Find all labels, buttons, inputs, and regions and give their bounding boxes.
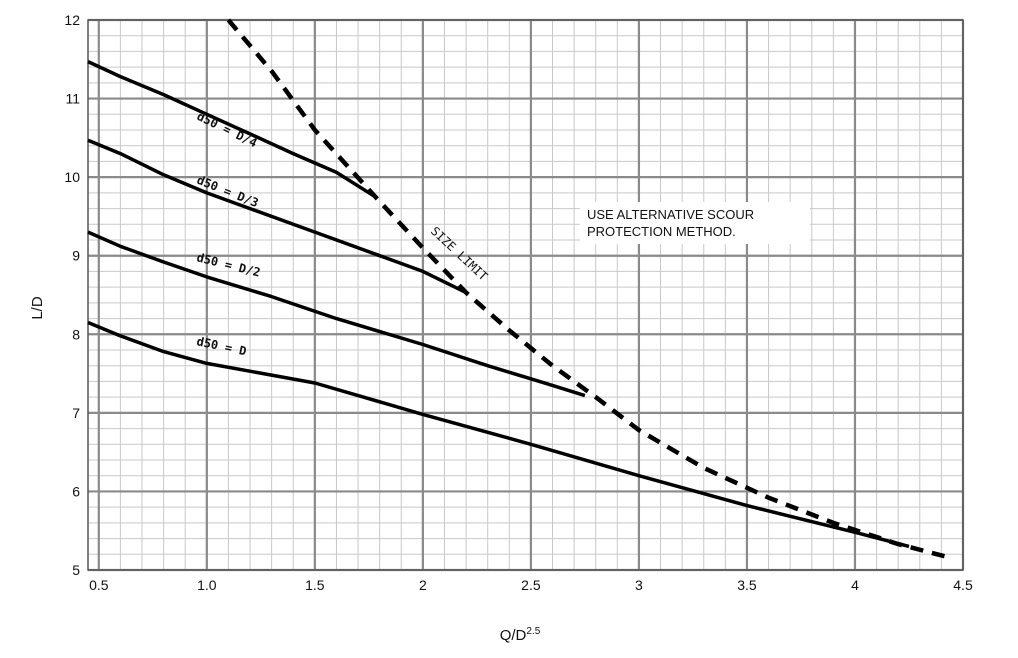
x-tick-label: 2.5 [521,577,541,593]
series-layer [87,18,953,561]
y-tick-label: 6 [72,483,80,499]
y-tick-label: 7 [72,405,80,421]
series-line-2 [87,230,586,398]
annotation-line-1: USE ALTERNATIVE SCOUR [587,207,754,222]
x-tick-label: 4 [851,577,859,593]
plot-frame [87,19,964,571]
x-tick-labels: 0.5 1.0 1.5 2 2.5 3 3.5 4 4.5 [89,577,973,593]
y-tick-label: 11 [65,91,80,107]
x-tick-label: 3.5 [737,577,757,593]
x-tick-label: 0.5 [89,577,109,593]
x-tick-label: 1.0 [197,577,217,593]
x-axis-title-main: Q/D [500,627,527,644]
x-tick-label: 1.5 [305,577,325,593]
y-axis-title: L/D [29,296,46,320]
x-axis-title-superscript: 2.5 [526,626,540,637]
series-line-3 [87,320,910,549]
series-line-1 [87,138,467,295]
y-tick-label: 9 [72,248,80,264]
minor-grid [88,19,964,571]
y-tick-label: 5 [72,562,80,578]
curve-label-d50-d: d50 = D [195,334,247,358]
series-line-0 [87,60,377,199]
y-tick-label: 8 [72,326,80,342]
major-grid [88,18,965,572]
x-tick-label: 3 [635,577,643,593]
x-tick-label: 4.5 [953,577,973,593]
x-tick-label: 2 [419,577,427,593]
size-limit-label: SIZE LIMIT [428,224,490,284]
y-tick-labels: 5 6 7 8 9 10 11 12 [64,12,80,578]
y-tick-label: 12 [64,12,80,28]
annotation-line-2: PROTECTION METHOD. [587,224,736,239]
x-axis-title: Q/D2.5 [500,626,541,644]
series-line-4 [226,18,953,561]
y-tick-label: 10 [64,169,80,185]
annotation-background [580,202,810,244]
